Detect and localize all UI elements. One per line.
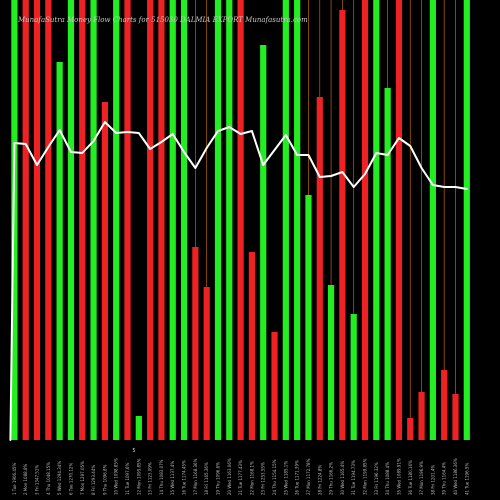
x-tick-label: 3 Fri 1347.51% — [35, 465, 40, 495]
x-tick-label: 1 Tue 1906.45% — [12, 463, 17, 495]
flow-bars — [11, 0, 470, 440]
flow-bar — [113, 0, 120, 440]
x-tick-label: 13 Fri 1123.09% — [148, 462, 153, 495]
flow-bar — [45, 0, 52, 440]
flow-bar — [294, 0, 301, 440]
x-tick-label: 36 Tue 1180.16% — [408, 460, 413, 495]
flow-bar — [384, 88, 391, 440]
small-mark: 5 — [132, 448, 135, 454]
flow-bar — [441, 370, 448, 440]
x-tick-label: 19 Thu 1096.6% — [215, 462, 220, 495]
x-tick-label: 27 Mon 1172.78% — [306, 458, 311, 495]
flow-bar — [373, 0, 380, 440]
flow-bar — [361, 0, 369, 440]
flow-bar — [180, 0, 188, 440]
x-tick-label: 11 Tue 1097.6% — [125, 463, 130, 495]
flow-bar — [56, 62, 63, 440]
flow-bar — [135, 416, 142, 440]
flow-bar — [11, 0, 18, 440]
x-tick-label: 10 Wed 1098.85% — [114, 458, 119, 495]
flow-bar — [271, 332, 278, 440]
flow-bar — [395, 0, 403, 440]
flow-bar — [124, 0, 131, 440]
flow-bar — [260, 45, 267, 440]
flow-bar — [226, 0, 233, 440]
price-line — [9, 121, 468, 441]
x-tick-label: 9 Thu 1096.8% — [102, 464, 107, 495]
flow-bar — [282, 0, 289, 440]
flow-bar — [147, 0, 154, 440]
x-tick-label: 20 Wed 1163.06% — [227, 458, 232, 495]
x-tick-label: 21 Tue 1177.43% — [238, 460, 243, 495]
x-tick-label: 33 Fri 1196.32% — [374, 462, 379, 495]
x-tick-label: 40 Wed 1186.36% — [453, 458, 458, 495]
flow-bar — [169, 0, 176, 440]
x-tick-label: 34 Thu 1088.4% — [385, 462, 390, 495]
flow-bar — [418, 392, 425, 440]
x-tick-label: 4 Thu 1048.15% — [46, 462, 51, 495]
x-axis-tick-labels: 1 Tue 1906.45% 2 Mon 1088.8% 3 Fri 1347.51… — [12, 458, 469, 495]
flow-bar — [214, 0, 222, 440]
flow-bar — [101, 102, 108, 440]
x-tick-label: 5 Wed 1294.34% — [57, 461, 62, 495]
flow-bar — [248, 252, 256, 440]
x-tick-label: 16 Tue 1174.45% — [182, 460, 187, 495]
flow-bar — [90, 0, 97, 440]
x-tick-label: 12 Mon 1095.85% — [136, 458, 141, 495]
x-tick-label: 35 Wed 1089.91% — [396, 458, 401, 495]
flow-bar — [305, 195, 312, 440]
x-tick-label: 24 Thu 1154.15% — [272, 459, 277, 495]
x-tick-label: 39 Thu 1164.4% — [442, 462, 447, 495]
x-tick-label: 14 Thu 1083.07% — [159, 459, 164, 495]
flow-bar — [22, 0, 29, 440]
flow-bar — [203, 287, 210, 440]
flow-bar — [79, 0, 86, 440]
x-tick-label: 7 Mon 1297.05% — [80, 461, 85, 495]
flow-bar — [463, 0, 470, 440]
flow-bar — [67, 0, 75, 440]
flow-bar — [33, 0, 41, 440]
x-tick-label: 15 Wed 1137.4% — [170, 461, 175, 495]
x-tick-label: 32 Mon 1199.85% — [363, 458, 368, 495]
x-tick-label: 28 Fri 1224.8% — [317, 465, 322, 495]
flow-bar — [429, 0, 436, 440]
x-tick-label: 6 Tue 1270.12% — [68, 463, 73, 495]
flow-bar — [407, 418, 414, 440]
x-tick-label: 30 Wed 1165.4% — [340, 461, 345, 495]
x-tick-label: 8 Fri 1293.44% — [91, 465, 96, 495]
chart-title: MunafaSutra Money Flow Charts for 515030… — [17, 16, 308, 24]
x-tick-label: 2 Mon 1088.8% — [23, 463, 28, 495]
flow-bar — [339, 10, 346, 440]
flow-bar — [327, 285, 335, 440]
x-tick-label: 37 Mon 1196.9% — [419, 461, 424, 495]
x-tick-label: 18 Fri 1165.36% — [204, 462, 209, 495]
flow-bar — [452, 394, 459, 440]
flow-bar — [350, 314, 357, 440]
x-tick-label: 41 Tue 1196.5% — [464, 463, 469, 495]
x-tick-label: 23 Fri 1253.55% — [261, 462, 266, 495]
flow-bar — [316, 97, 323, 440]
x-tick-label: 38 Fri 1201.4% — [430, 465, 435, 495]
x-tick-label: 22 Mon 1168.1% — [249, 461, 254, 495]
flow-bar — [158, 0, 165, 440]
x-tick-label: 29 Thu 1166.2% — [329, 462, 334, 495]
x-tick-label: 26 Tue 1171.39% — [295, 460, 300, 495]
x-tick-label: 25 Wed 1185.1% — [283, 461, 288, 495]
x-tick-label: 17 Mon 1168.36% — [193, 458, 198, 495]
x-tick-label: 31 Tue 1194.73% — [351, 460, 356, 495]
flow-bar — [237, 0, 244, 440]
flow-bar — [192, 247, 199, 440]
